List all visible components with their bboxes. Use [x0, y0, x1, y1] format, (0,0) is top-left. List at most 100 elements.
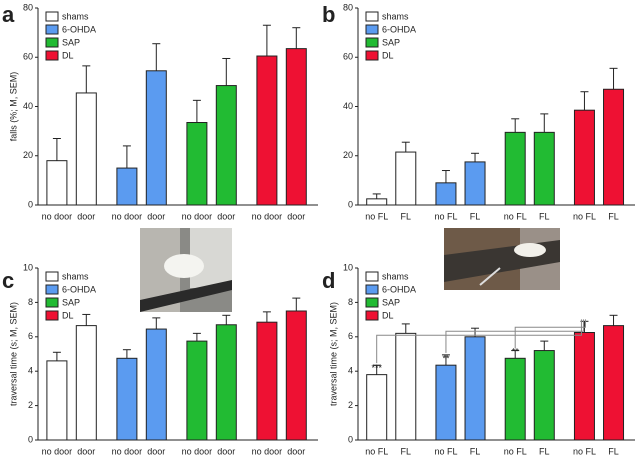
legend-label: DL: [62, 50, 74, 60]
x-tick-label: door: [147, 211, 165, 221]
bar: [395, 332, 417, 441]
bar: [75, 325, 97, 441]
bar: [46, 360, 68, 441]
y-tick-label: 0: [348, 434, 353, 444]
bar: [603, 88, 625, 206]
y-tick-label: 40: [343, 101, 353, 111]
y-tick-label: 4: [28, 366, 33, 376]
bar: [533, 350, 555, 441]
bar: [504, 357, 526, 441]
y-tick-label: 0: [28, 199, 33, 209]
bar: [464, 161, 486, 206]
x-tick-label: FL: [539, 446, 550, 456]
legend-swatch: [365, 271, 379, 282]
panel-label: c: [2, 268, 14, 293]
legend-label: shams: [382, 271, 409, 281]
x-tick-label: FL: [470, 211, 481, 221]
bar: [186, 122, 208, 206]
legend-swatch: [365, 24, 379, 35]
x-tick-label: door: [147, 446, 165, 456]
legend-swatch: [45, 284, 59, 295]
y-tick-label: 0: [28, 434, 33, 444]
x-tick-label: no FL: [504, 446, 527, 456]
legend-label: 6-OHDA: [382, 284, 416, 294]
bar: [603, 325, 625, 441]
y-axis-label: traversal time (s; M, SEM): [8, 302, 18, 406]
bar: [366, 374, 388, 441]
x-tick-label: no door: [42, 211, 73, 221]
x-tick-label: FL: [608, 211, 619, 221]
x-tick-label: no FL: [573, 211, 596, 221]
x-tick-label: no FL: [434, 446, 457, 456]
legend-label: DL: [382, 50, 394, 60]
bar: [145, 328, 167, 441]
bar: [573, 332, 595, 441]
y-tick-label: 80: [343, 2, 353, 12]
x-tick-label: door: [287, 446, 305, 456]
y-tick-label: 6: [348, 331, 353, 341]
bar: [573, 109, 595, 206]
bar: [395, 151, 417, 206]
x-tick-label: door: [77, 211, 95, 221]
y-tick-label: 20: [343, 150, 353, 160]
photo-d: [444, 228, 560, 290]
legend-label: DL: [382, 310, 394, 320]
bar: [285, 310, 307, 441]
x-tick-label: door: [77, 446, 95, 456]
x-tick-label: no door: [112, 211, 143, 221]
bar: [145, 70, 167, 206]
panel-label: a: [2, 2, 15, 27]
x-tick-label: no FL: [365, 211, 388, 221]
x-tick-label: FL: [401, 446, 412, 456]
legend-label: SAP: [382, 297, 400, 307]
bar: [533, 131, 555, 206]
legend-label: 6-OHDA: [382, 24, 416, 34]
bar: [366, 198, 388, 206]
y-tick-label: 10: [343, 262, 353, 272]
significance: ***: [371, 363, 382, 373]
x-tick-label: no door: [182, 446, 213, 456]
legend-label: SAP: [382, 37, 400, 47]
bar: [285, 48, 307, 206]
legend-swatch: [365, 297, 379, 308]
y-tick-label: 2: [348, 400, 353, 410]
bar: [464, 336, 486, 441]
y-tick-label: 10: [23, 262, 33, 272]
x-tick-label: no FL: [434, 211, 457, 221]
bar: [504, 131, 526, 206]
legend-label: SAP: [62, 297, 80, 307]
panel-label: d: [322, 268, 335, 293]
x-tick-label: door: [217, 446, 235, 456]
x-tick-label: FL: [401, 211, 412, 221]
significance: **: [512, 347, 520, 357]
legend-swatch: [45, 37, 59, 48]
y-tick-label: 8: [28, 297, 33, 307]
y-axis-label: falls (%; M, SEM): [8, 72, 18, 142]
x-tick-label: no FL: [365, 446, 388, 456]
y-tick-label: 6: [28, 331, 33, 341]
x-tick-label: no door: [112, 446, 143, 456]
legend-swatch: [365, 37, 379, 48]
x-tick-label: no door: [182, 211, 213, 221]
bar: [116, 357, 138, 441]
x-tick-label: no FL: [573, 446, 596, 456]
bar: [75, 92, 97, 206]
bar: [256, 55, 278, 206]
y-tick-label: 0: [348, 199, 353, 209]
y-tick-label: 2: [28, 400, 33, 410]
legend-label: shams: [62, 271, 89, 281]
photo-c: [140, 228, 232, 312]
legend-swatch: [365, 50, 379, 61]
x-tick-label: door: [287, 211, 305, 221]
legend-swatch: [45, 297, 59, 308]
x-tick-label: no door: [252, 211, 283, 221]
bar: [215, 324, 237, 441]
legend-swatch: [365, 310, 379, 321]
bar: [256, 321, 278, 441]
legend-swatch: [45, 11, 59, 22]
legend-label: shams: [62, 11, 89, 21]
y-tick-label: 4: [348, 366, 353, 376]
legend-swatch: [365, 11, 379, 22]
legend-label: DL: [62, 310, 74, 320]
